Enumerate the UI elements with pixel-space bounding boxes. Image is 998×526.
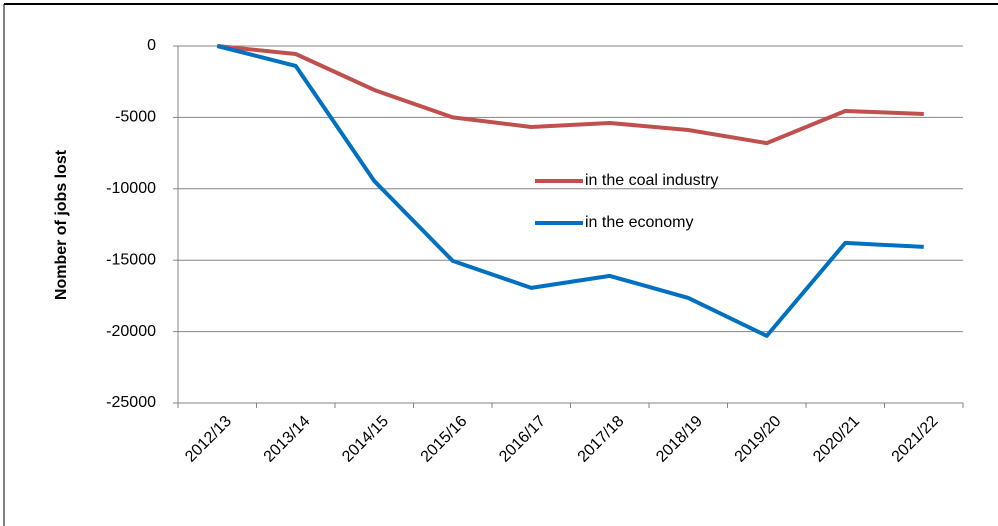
- x-tick-label: 2020/21: [810, 413, 863, 466]
- y-tick-label: -5000: [115, 109, 156, 126]
- x-tick-label: 2012/13: [182, 413, 235, 466]
- y-tick-label: -25000: [106, 394, 156, 411]
- series-line: [216, 44, 924, 338]
- y-tick-label: -20000: [106, 323, 156, 340]
- x-tick-label: 2014/15: [339, 413, 392, 466]
- y-tick-label: -15000: [106, 251, 156, 268]
- y-tick-label: -10000: [106, 180, 156, 197]
- legend-label: in the economy: [585, 214, 694, 231]
- x-tick-label: 2017/18: [575, 413, 628, 466]
- x-tick-label: 2013/14: [261, 413, 314, 466]
- x-tick-label: 2018/19: [653, 413, 706, 466]
- x-tick-label: 2021/22: [889, 413, 942, 466]
- x-tick-label: 2015/16: [418, 413, 471, 466]
- y-tick-label: 0: [147, 37, 156, 54]
- legend-label: in the coal industry: [585, 172, 718, 189]
- x-tick-label: 2016/17: [496, 413, 549, 466]
- y-axis-label: Nomber of jobs lost: [53, 149, 70, 300]
- x-tick-label: 2019/20: [732, 413, 785, 466]
- series-line: [217, 44, 924, 146]
